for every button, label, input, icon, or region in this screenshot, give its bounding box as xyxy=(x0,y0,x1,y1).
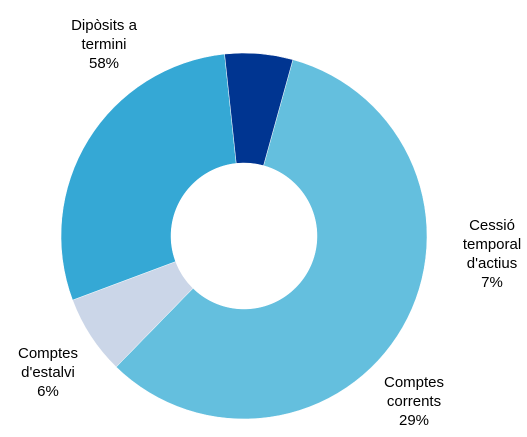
slice-label-line: d'estalvi xyxy=(21,364,75,381)
slice-label-line: Comptes xyxy=(18,345,78,362)
chart-labels: Dipòsits a termini 58% Cessió temporal d'acti… xyxy=(18,17,521,429)
slice-label-line: Comptes xyxy=(384,374,444,391)
slice-label-cessio-temporal-d-actius: Cessió temporal d'actius 7% xyxy=(463,217,521,291)
slice-label-line: corrents xyxy=(387,393,441,410)
slice-label-comptes-d-estalvi: Comptes d'estalvi 6% xyxy=(18,345,78,400)
donut-hole xyxy=(171,163,317,309)
chart-slices xyxy=(60,52,428,420)
slice-label-line: termini xyxy=(81,36,126,53)
slice-value-label: 6% xyxy=(37,383,59,400)
slice-label-comptes-corrents: Comptes corrents 29% xyxy=(384,374,444,429)
slice-label-line: d'actius xyxy=(467,255,517,272)
slice-label-line: Dipòsits a xyxy=(71,17,138,34)
slice-label-diposits-a-termini: Dipòsits a termini 58% xyxy=(71,17,138,72)
slice-value-label: 7% xyxy=(481,274,503,291)
slice-label-line: temporal xyxy=(463,236,521,253)
slice-value-label: 58% xyxy=(89,55,119,72)
slice-label-line: Cessió xyxy=(469,217,515,234)
slice-value-label: 29% xyxy=(399,412,429,429)
